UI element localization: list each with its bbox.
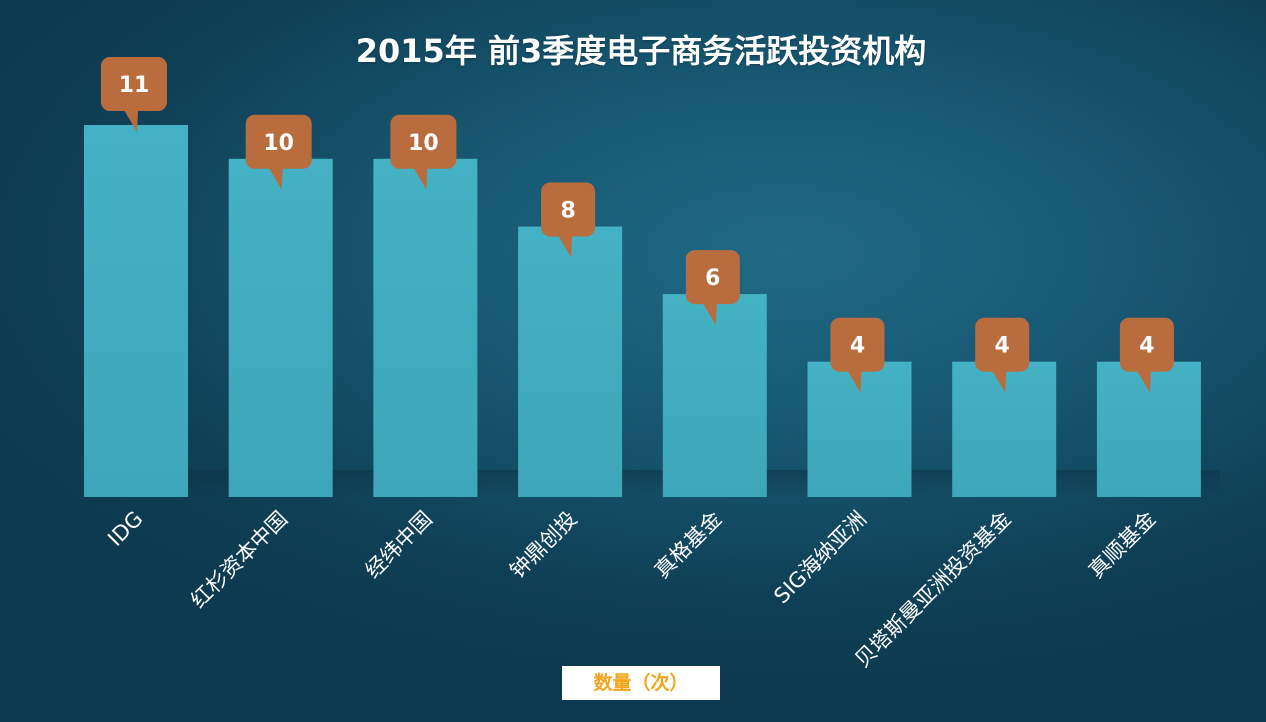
data-label-2: 10: [408, 131, 439, 156]
x-tick-label-7: 真顺基金: [1084, 507, 1160, 583]
x-tick-label-1: 红杉资本中国: [186, 507, 292, 613]
bar-1: [228, 158, 333, 498]
data-label-6: 4: [995, 334, 1010, 359]
value-callout-box: [390, 114, 457, 169]
value-callout-box: [830, 317, 885, 372]
data-label-3: 8: [560, 199, 575, 224]
value-callout-pointer: [1136, 370, 1151, 393]
x-tick-label-5: SIG海纳亚洲: [769, 507, 871, 609]
value-callout-box: [101, 57, 167, 111]
value-callout-pointer: [124, 110, 138, 132]
bar-2: [373, 158, 478, 498]
chart-title: 2015年 前3季度电子商务活跃投资机构: [355, 32, 927, 70]
value-callout-0: 11: [101, 57, 167, 132]
x-tick-label-4: 真格基金: [650, 507, 726, 583]
x-tick-label-6: 贝塔斯曼亚洲投资基金: [850, 507, 1015, 672]
callouts-layer: 11 10 10 8 6 4 4 4: [101, 57, 1174, 393]
value-callout-3: 8: [541, 182, 596, 258]
bar-3: [518, 226, 623, 497]
x-tick-label-0: IDG: [103, 507, 147, 551]
value-callout-4: 6: [685, 250, 740, 326]
x-tick-label-3: 钟鼎创投: [505, 507, 581, 583]
value-callout-6: 4: [975, 317, 1030, 393]
value-callout-pointer: [268, 167, 283, 190]
value-callout-pointer: [558, 235, 573, 258]
value-callout-box: [975, 317, 1030, 372]
bar-0: [84, 125, 188, 497]
bar-4: [662, 294, 767, 497]
data-label-5: 4: [850, 334, 865, 359]
value-callout-2: 10: [390, 114, 457, 190]
value-callout-pointer: [413, 167, 428, 190]
value-callout-pointer: [992, 370, 1007, 393]
value-callout-box: [685, 250, 740, 305]
data-label-0: 11: [119, 73, 150, 98]
value-callout-box: [541, 182, 596, 237]
legend-label: 数量（次）: [593, 672, 689, 694]
value-callout-pointer: [847, 370, 862, 393]
value-callout-pointer: [702, 303, 717, 326]
data-label-4: 6: [705, 266, 720, 291]
bars-layer: [84, 125, 1201, 498]
value-callout-box: [245, 114, 312, 169]
x-tick-label-2: 经纬中国: [361, 507, 437, 583]
data-label-1: 10: [263, 131, 294, 156]
value-callout-box: [1119, 317, 1174, 372]
data-label-7: 4: [1139, 334, 1154, 359]
legend: 数量（次）: [562, 666, 720, 700]
value-callout-5: 4: [830, 317, 885, 393]
value-callout-7: 4: [1119, 317, 1174, 393]
value-callout-1: 10: [245, 114, 312, 190]
